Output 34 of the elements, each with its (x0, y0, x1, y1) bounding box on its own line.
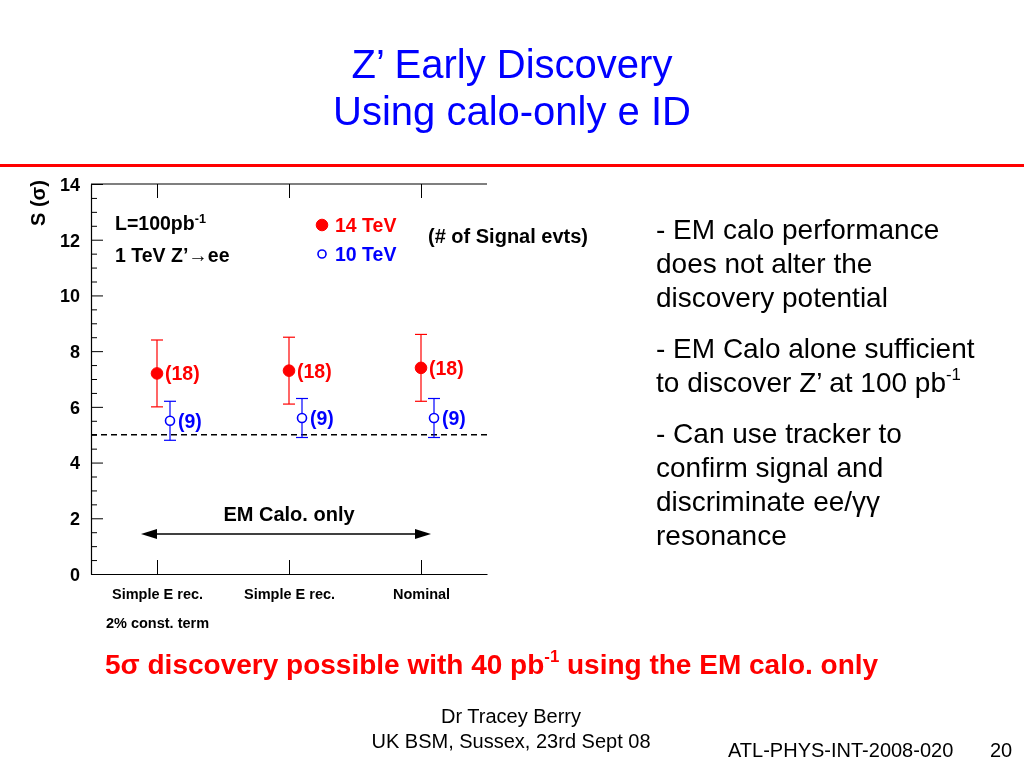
y-tick-label: 2 (69, 509, 80, 530)
legend-label: 10 TeV (335, 243, 397, 266)
y-tick-label: 10 (59, 286, 80, 307)
annotation: (9) (310, 407, 334, 430)
legend-label: 14 TeV (335, 214, 397, 237)
annotation: (9) (442, 407, 466, 430)
annotation: L=100pb$^{-1}$ (115, 212, 206, 234)
x-tick-label: Nominal (392, 586, 451, 603)
x-tick-label: Simple E rec. (243, 586, 336, 603)
annotation: (# of Signal evts) (428, 225, 589, 247)
text: Dr Tracey Berry (440, 704, 582, 728)
annotation: (18) (165, 362, 200, 385)
x-tick-label: Simple E rec. 2% const. term (105, 586, 210, 632)
y-tick-label: 6 (69, 397, 80, 418)
annotation: 1 TeV Z’→ee (115, 244, 230, 266)
chart-title: Z’ Early Discovery (350, 41, 674, 88)
annotation: (18) (297, 359, 332, 382)
text: ATL-PHYS-INT-2008-020 (728, 738, 955, 762)
y-tick-label: 12 (59, 230, 80, 251)
text: - EM Calo alone sufficient to discover Z’ at 100 pb$^{-1}$ (656, 332, 976, 400)
text: 20 (990, 738, 1014, 762)
text: UK BSM, Sussex, 23rd Sept 08 (371, 730, 651, 752)
annotation: (18) (429, 356, 464, 379)
y-tick-label: 0 (69, 564, 80, 585)
y-tick-label: 4 (69, 453, 80, 474)
y-axis-title: S (σ) (27, 180, 49, 226)
y-tick-label: 14 (59, 174, 80, 195)
chart-subtitle: Using calo-only e ID (332, 88, 692, 135)
text: - Can use tracker to confirm signal and discriminate ee/γγ resonance (656, 417, 903, 553)
text: 5σ discovery possible with 40 pb$^{-1}$ using the EM calo. only (105, 647, 879, 682)
annotation: (9) (178, 409, 202, 432)
text: - EM calo performance does not alter the discovery potential (656, 213, 941, 315)
annotation: EM Calo. only (223, 503, 356, 525)
y-tick-label: 8 (69, 341, 80, 362)
